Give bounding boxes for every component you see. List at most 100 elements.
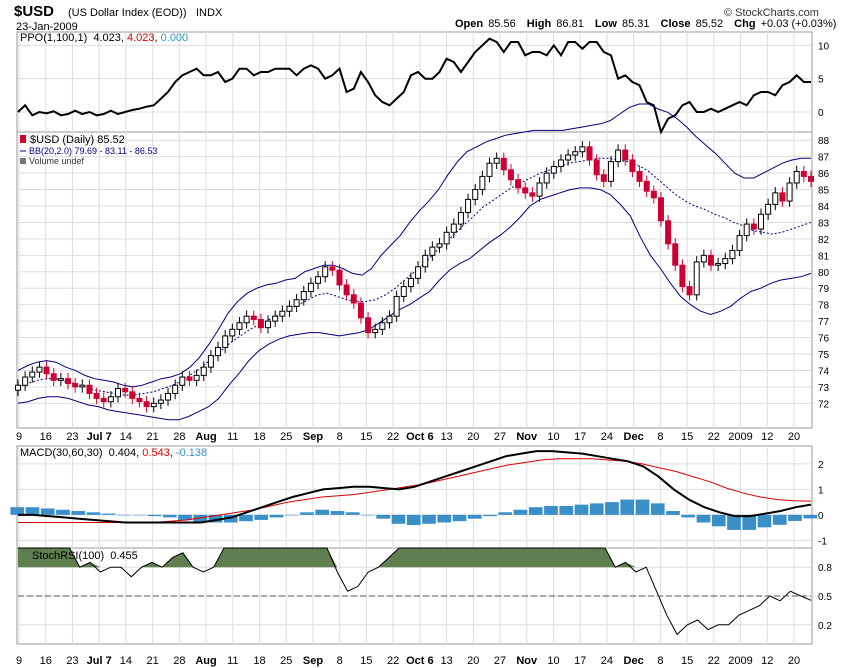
ppo-sep-1: , — [121, 32, 127, 44]
candle-body — [515, 179, 522, 189]
low-label: Low — [595, 18, 617, 30]
x-tick-label-top: 20 — [467, 431, 479, 443]
candle-body — [436, 243, 443, 248]
low-value: 85.31 — [622, 18, 650, 30]
ppo-y-tick: 0 — [818, 108, 824, 119]
candle-body — [250, 315, 257, 320]
macd-value-3: -0.138 — [176, 447, 207, 459]
x-tick-label-top: 24 — [601, 431, 613, 443]
x-tick-label-top: 22 — [387, 431, 399, 443]
chart-date: 23-Jan-2009 — [16, 21, 78, 33]
candle-body — [22, 376, 29, 386]
candle-body — [679, 264, 686, 288]
candle-body — [743, 223, 750, 237]
candle-body — [293, 299, 300, 307]
candle-body — [79, 384, 86, 388]
candle-body — [143, 401, 150, 408]
macd-sep-2: , — [170, 447, 176, 459]
candle-body — [465, 198, 472, 214]
x-tick-label-top: 27 — [494, 431, 506, 443]
candle-body — [286, 305, 293, 312]
macd-histogram-bar — [666, 511, 680, 515]
macd-histogram-bar — [71, 511, 86, 515]
price-y-tick: 81 — [818, 251, 830, 262]
macd-histogram-bar — [513, 509, 528, 515]
macd-y-tick: -1 — [818, 536, 827, 547]
macd-histogram-bar — [788, 514, 802, 521]
price-y-tick: 72 — [818, 399, 830, 410]
candle-body — [593, 159, 600, 176]
macd-line — [18, 450, 812, 524]
candle-body — [686, 286, 693, 296]
candle-body — [565, 154, 572, 161]
candle-body — [493, 157, 500, 164]
candle-body — [86, 384, 93, 394]
macd-histogram-bar — [605, 502, 619, 515]
bb-label: BB(20,2.0) 79.69 - 83.11 - 86.53 — [29, 146, 157, 156]
macd-histogram-bar — [300, 512, 314, 515]
candle-body — [636, 170, 643, 182]
candle-body — [557, 159, 564, 168]
x-tick-label-bottom: 20 — [467, 655, 479, 667]
price-y-tick: 80 — [818, 268, 830, 279]
symbol-title: $USD — [14, 3, 54, 20]
macd-histogram-bar — [483, 514, 497, 517]
x-tick-label-bottom: Dec — [624, 655, 644, 667]
candle-body — [757, 213, 764, 230]
stochrsi-y-tick: 0.5 — [818, 592, 832, 603]
candle-body — [550, 166, 557, 174]
macd-histogram-bar — [178, 514, 192, 520]
close-label: Close — [661, 18, 691, 30]
x-tick-label-bottom: 2009 — [728, 655, 752, 667]
candle-body — [193, 374, 200, 381]
x-tick-label-bottom: Nov — [516, 655, 538, 667]
candle-body — [372, 328, 379, 334]
x-tick-label-bottom: 10 — [547, 655, 559, 667]
candle-body — [765, 203, 772, 215]
macd-histogram-bar — [56, 509, 70, 515]
candle-body — [522, 187, 529, 194]
macd-value-2: 0.543 — [142, 447, 170, 459]
ppo-sep-2: , — [155, 32, 161, 44]
ppo-label: PPO(1,100,1) 4.023, 4.023, 0.000 — [20, 32, 188, 44]
candle-body — [443, 231, 450, 245]
x-tick-label-bottom: Aug — [195, 655, 216, 667]
macd-histogram-bar — [574, 504, 589, 515]
x-tick-label-top: 14 — [120, 431, 132, 443]
candle-body — [529, 192, 536, 197]
candle-body — [207, 355, 214, 368]
x-tick-label-top: Oct 6 — [406, 431, 434, 443]
macd-histogram-bar — [315, 509, 330, 515]
macd-histogram-bar — [757, 514, 772, 528]
candle-body — [750, 223, 757, 230]
stochrsi-title: StochRSI(100) — [32, 550, 104, 562]
candle-body — [793, 170, 800, 184]
stochrsi-y-tick: 0.2 — [818, 621, 832, 632]
candle-body — [672, 243, 679, 266]
candle-body — [579, 146, 586, 153]
price-y-tick: 73 — [818, 383, 830, 394]
price-y-tick: 85 — [818, 186, 830, 197]
candle-body — [272, 315, 279, 322]
macd-histogram-bar — [696, 514, 711, 523]
candle-body — [200, 366, 207, 376]
price-y-tick: 86 — [818, 169, 830, 180]
macd-histogram-bar — [86, 512, 101, 515]
candle-body — [50, 373, 57, 381]
x-tick-label-bottom: 12 — [761, 655, 773, 667]
x-tick-label-bottom: Oct 6 — [406, 655, 434, 667]
close-value: 85.52 — [696, 18, 724, 30]
candle-body — [572, 151, 579, 156]
macd-histogram-bar — [284, 514, 299, 516]
x-tick-label-top: 23 — [66, 431, 78, 443]
macd-value-1: 0.404 — [109, 447, 137, 459]
candle-body — [350, 294, 357, 304]
x-tick-label-top: 25 — [280, 431, 292, 443]
x-tick-label-top: 8 — [657, 431, 663, 443]
x-tick-label-top: 20 — [788, 431, 800, 443]
macd-histogram-bar — [727, 514, 741, 530]
x-tick-label-bottom: Sep — [303, 655, 323, 667]
macd-histogram-bar — [193, 514, 208, 523]
price-legend-swatch — [20, 135, 26, 143]
ppo-value-1: 4.023 — [93, 32, 121, 44]
